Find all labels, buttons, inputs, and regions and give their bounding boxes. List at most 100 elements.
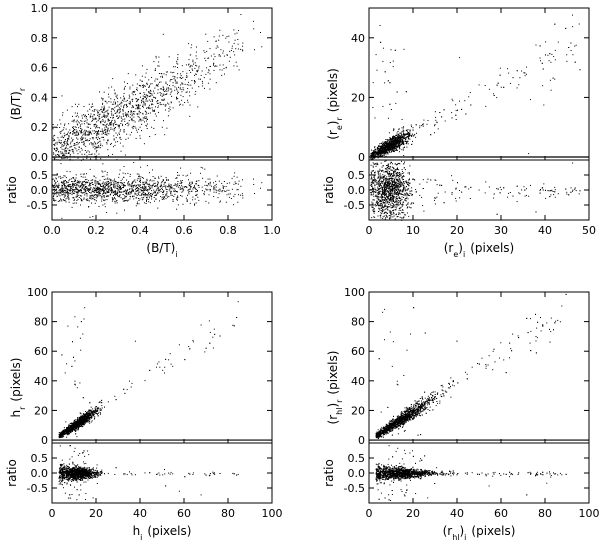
data-point [93, 114, 95, 116]
data-point [107, 113, 109, 115]
data-point [123, 131, 125, 133]
data-point [83, 142, 85, 144]
data-point [403, 140, 405, 142]
data-point [401, 143, 403, 145]
data-point [60, 131, 62, 133]
data-point [146, 116, 148, 118]
data-point [52, 140, 54, 142]
ratio-point [66, 185, 68, 187]
data-point [376, 153, 378, 155]
ratio-point [97, 187, 99, 189]
data-point [163, 94, 165, 96]
data-point [80, 132, 82, 134]
data-point [384, 148, 386, 150]
data-point [103, 91, 105, 93]
ratio-point [82, 185, 84, 187]
ratio-point [108, 180, 109, 182]
data-point [104, 129, 106, 131]
data-point [131, 111, 133, 112]
data-point [138, 116, 140, 118]
data-point [140, 96, 141, 98]
ratio-point [201, 190, 203, 192]
data-point [409, 129, 411, 131]
ratio-point [60, 199, 62, 201]
ratio-point [96, 194, 98, 196]
data-point [103, 124, 105, 126]
ratio-point [393, 186, 395, 188]
data-point [118, 133, 120, 135]
ratio-point [214, 185, 216, 187]
data-point [84, 137, 86, 139]
data-point [76, 142, 78, 143]
data-point [108, 130, 110, 132]
ratio-point [159, 186, 161, 188]
ratio-y-tick-label: 0.5 [31, 169, 49, 182]
data-point [408, 134, 410, 136]
data-point [158, 61, 160, 63]
data-point [411, 136, 413, 137]
data-point [399, 141, 401, 142]
ratio-point [73, 177, 75, 179]
data-point [459, 57, 461, 59]
ratio-point [134, 192, 136, 194]
ratio-point [213, 196, 215, 197]
data-point [97, 120, 99, 122]
ratio-point [106, 212, 108, 213]
data-point [184, 102, 186, 103]
data-point [381, 142, 383, 144]
data-point [176, 62, 178, 64]
ratio-point [153, 189, 155, 191]
data-point [127, 122, 129, 124]
ratio-point [118, 176, 120, 178]
ratio-point [73, 189, 75, 191]
data-point [108, 119, 110, 121]
data-point [123, 107, 124, 109]
ratio-point [180, 180, 182, 182]
data-point [387, 145, 389, 147]
data-point [88, 123, 90, 125]
ratio-point [389, 194, 391, 196]
ratio-point [78, 180, 80, 182]
data-point [190, 71, 192, 73]
data-point [173, 66, 175, 68]
ratio-point [65, 201, 67, 203]
data-point [387, 152, 389, 153]
ratio-point [181, 180, 183, 181]
ratio-point [89, 182, 90, 184]
data-point [91, 137, 93, 139]
data-point [171, 79, 173, 80]
data-point [179, 76, 181, 78]
data-point [185, 64, 187, 66]
ratio-point [102, 188, 104, 190]
data-point [182, 96, 184, 98]
data-point [451, 117, 453, 119]
ratio-point [392, 198, 394, 200]
ratio-point [164, 196, 166, 198]
data-point [398, 134, 400, 136]
data-point [380, 147, 381, 149]
data-point [187, 88, 189, 90]
data-point [198, 78, 200, 80]
data-point [386, 144, 388, 146]
ratio-point [153, 182, 155, 184]
ratio-point [154, 182, 156, 184]
data-point [73, 132, 75, 134]
data-point [116, 96, 118, 98]
ratio-point [242, 197, 244, 199]
ratio-point [157, 192, 159, 194]
data-point [110, 101, 112, 103]
data-point [207, 82, 209, 84]
data-point [389, 145, 391, 147]
ratio-point [60, 192, 62, 194]
ratio-point [74, 184, 75, 186]
data-point [407, 130, 408, 132]
data-point [109, 122, 111, 123]
ratio-point [401, 169, 403, 171]
data-point [132, 94, 134, 96]
data-point [384, 142, 386, 144]
ratio-point [223, 186, 225, 187]
data-point [222, 34, 224, 36]
data-point [131, 115, 133, 117]
data-point [234, 33, 236, 35]
data-point [102, 131, 103, 133]
